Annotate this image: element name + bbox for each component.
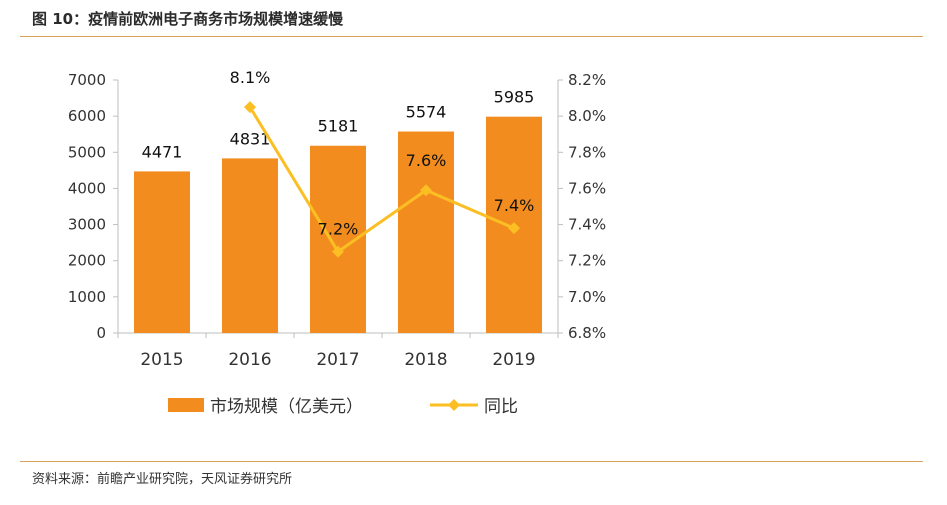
- figure-title: 图 10：疫情前欧洲电子商务市场规模增速缓慢: [32, 10, 344, 28]
- bar-labels: 4471 4831 5181 5574 5985: [142, 88, 535, 162]
- legend-bar-swatch: [168, 398, 204, 412]
- bar-series: [134, 116, 542, 333]
- source-rule: [20, 461, 923, 462]
- line-labels: 8.1% 7.2% 7.6% 7.4%: [230, 68, 535, 239]
- right-tick-label: 6.8%: [568, 324, 606, 342]
- growth-value-label: 7.4%: [494, 196, 535, 215]
- left-tick-label: 0: [96, 324, 106, 342]
- left-tick-label: 5000: [68, 143, 106, 161]
- right-tick-label: 8.0%: [568, 107, 606, 125]
- growth-value-label: 7.6%: [406, 151, 447, 170]
- legend-line-label: 同比: [484, 397, 518, 417]
- bar-value-label: 4831: [230, 129, 271, 148]
- growth-value-label: 7.2%: [318, 220, 359, 239]
- legend-line-marker: [448, 399, 460, 411]
- right-tick-label: 7.2%: [568, 252, 606, 270]
- left-tick-label: 4000: [68, 179, 106, 197]
- right-tick-label: 7.8%: [568, 143, 606, 161]
- left-tick-label: 3000: [68, 216, 106, 234]
- growth-point: [508, 222, 520, 235]
- left-tick-label: 6000: [68, 107, 106, 125]
- chart-axes: 0 1000 2000 3000 4000 5000 6000 7000 6.8% 7.0% 7.2…: [68, 71, 606, 370]
- title-rule: [20, 36, 923, 37]
- x-tick-label: 2016: [228, 350, 271, 370]
- bar: [222, 158, 278, 333]
- growth-line: [248, 106, 515, 254]
- bar: [134, 171, 190, 333]
- left-tick-label: 7000: [68, 71, 106, 89]
- x-tick-label: 2019: [492, 350, 535, 370]
- right-tick-label: 7.6%: [568, 179, 606, 197]
- left-tick-label: 1000: [68, 288, 106, 306]
- bar-value-label: 5985: [494, 88, 535, 107]
- x-tick-label: 2015: [140, 350, 183, 370]
- x-tick-label: 2017: [316, 350, 359, 370]
- growth-value-label: 8.1%: [230, 68, 271, 87]
- right-tick-label: 7.4%: [568, 216, 606, 234]
- right-tick-label: 8.2%: [568, 71, 606, 89]
- growth-point: [244, 101, 256, 114]
- growth-point: [332, 245, 344, 258]
- bar-value-label: 5574: [406, 103, 447, 122]
- x-tick-label: 2018: [404, 350, 447, 370]
- left-tick-label: 2000: [68, 252, 106, 270]
- right-tick-label: 7.0%: [568, 288, 606, 306]
- bar-value-label: 5181: [318, 117, 359, 136]
- line-series: [244, 101, 520, 258]
- source-note: 资料来源：前瞻产业研究院，天风证券研究所: [32, 472, 293, 487]
- bar-value-label: 4471: [142, 142, 183, 161]
- growth-point: [420, 184, 432, 197]
- bar: [398, 131, 454, 333]
- legend-bar-label: 市场规模（亿美元）: [210, 397, 363, 417]
- legend: 市场规模（亿美元） 同比: [168, 397, 518, 417]
